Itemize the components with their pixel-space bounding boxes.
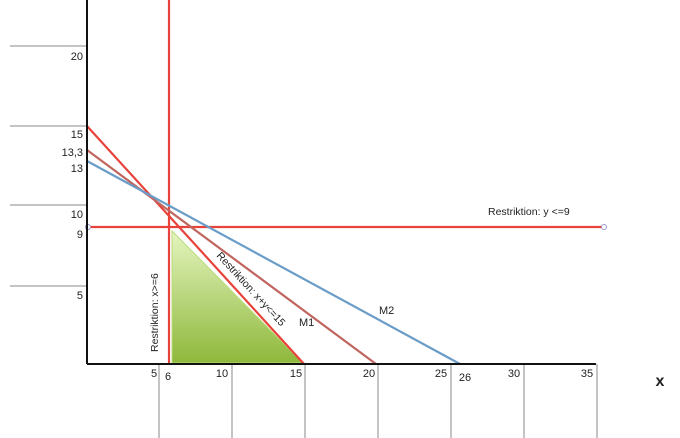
x-tick-label: 10 <box>216 368 228 380</box>
x-tick-label: 25 <box>435 368 447 380</box>
x-tick-label: 26 <box>459 372 471 384</box>
feasible-region <box>171 229 305 364</box>
y-tick-label: 13,3 <box>62 147 83 159</box>
objective-label-m2: M2 <box>379 305 394 317</box>
x-tick-label: 5 <box>151 368 157 380</box>
x-tick-label: 20 <box>363 368 375 380</box>
tick-guide-lines <box>10 45 598 438</box>
x-tick-label: 15 <box>290 368 302 380</box>
series-line <box>86 160 461 365</box>
y-tick-label: 15 <box>71 129 83 141</box>
y-tick-label: 9 <box>77 229 83 241</box>
y-tick-label: 5 <box>77 290 83 302</box>
restriction-label-y: Restriktion: y <=9 <box>488 206 570 218</box>
y-tick-label: 13 <box>71 163 83 175</box>
x-tick-label: 6 <box>165 371 171 383</box>
x-tick-label: 35 <box>581 368 593 380</box>
series-line <box>86 125 305 365</box>
series-lines <box>85 0 607 365</box>
series-line <box>86 149 377 365</box>
y-tick-label: 20 <box>71 51 83 63</box>
objective-label-m1: M1 <box>299 317 314 329</box>
line-endpoint <box>601 224 607 230</box>
restriction-label-x: Restriktion: x>=6 <box>149 273 161 352</box>
x-axis-letter: x <box>656 373 665 390</box>
y-tick-label: 10 <box>71 209 83 221</box>
x-tick-label: 30 <box>508 368 520 380</box>
